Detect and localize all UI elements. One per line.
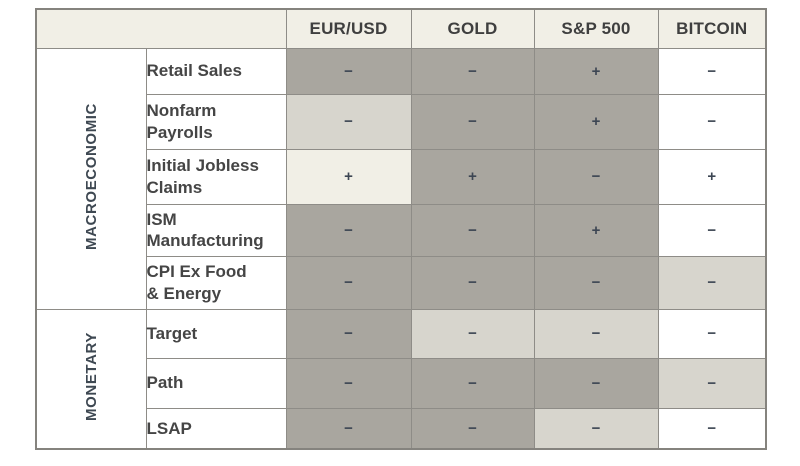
matrix-cell-sp500: − (533, 255, 659, 310)
matrix-cell-sp500: + (533, 203, 659, 257)
matrix-cell-eurusd: − (285, 203, 412, 257)
matrix-cell-sp500: − (533, 407, 659, 450)
group-label-text: MACROECONOMIC (82, 102, 100, 250)
matrix-cell-bitcoin: − (657, 357, 767, 409)
group-label-text: MONETARY (82, 331, 100, 421)
matrix-cell-bitcoin: − (657, 203, 767, 257)
matrix-cell-bitcoin: − (657, 407, 767, 450)
column-header-gold: GOLD (410, 8, 535, 49)
matrix-cell-sp500: + (533, 93, 659, 150)
matrix-cell-gold: + (410, 148, 535, 205)
matrix-cell-eurusd: − (285, 93, 412, 150)
matrix-cell-sp500: − (533, 148, 659, 205)
matrix-cell-eurusd: + (285, 148, 412, 205)
table-row-path: Path − − − − (36, 357, 767, 409)
table-row-retail-sales: MACROECONOMIC Retail Sales − − + − (35, 47, 767, 310)
matrix-cell-sp500: − (533, 308, 659, 359)
matrix-cell-sp500: − (533, 357, 659, 409)
matrix-cell-gold: − (410, 407, 535, 450)
row-label-target: Target (145, 308, 287, 359)
row-label-ism-manufacturing: ISM Manufacturing (145, 203, 287, 257)
matrix-cell-bitcoin: − (657, 47, 767, 95)
table-row-target: MONETARY Target − − − − (35, 308, 767, 450)
row-label-path: Path (145, 357, 287, 409)
table-row-lsap: LSAP − − − − (36, 407, 767, 450)
column-header-eurusd: EUR/USD (285, 8, 412, 49)
matrix-cell-eurusd: − (285, 407, 412, 450)
matrix-cell-gold: − (410, 308, 535, 359)
matrix-cell-bitcoin: + (657, 148, 767, 205)
group-label-monetary: MONETARY (35, 308, 147, 450)
table-row-nonfarm-payrolls: Nonfarm Payrolls − − + − (36, 93, 767, 150)
row-label-nonfarm-payrolls: Nonfarm Payrolls (145, 93, 287, 150)
matrix-cell-gold: − (410, 47, 535, 95)
matrix-cell-eurusd: − (285, 357, 412, 409)
row-label-cpi-ex-food-energy: CPI Ex Food & Energy (145, 255, 287, 310)
matrix-cell-bitcoin: − (657, 93, 767, 150)
row-label-initial-jobless-claims: Initial Jobless Claims (145, 148, 287, 205)
table-row-cpi-ex-food-energy: CPI Ex Food & Energy − − − − (36, 255, 767, 310)
table-row-ism-manufacturing: ISM Manufacturing − − + − (36, 203, 767, 257)
correlation-matrix-table: EUR/USD GOLD S&P 500 BITCOIN MACROECONOM… (35, 8, 767, 450)
table-row-initial-jobless-claims: Initial Jobless Claims + + − + (36, 148, 767, 205)
matrix-cell-eurusd: − (285, 255, 412, 310)
column-header-sp500: S&P 500 (533, 8, 659, 49)
matrix-cell-gold: − (410, 93, 535, 150)
matrix-cell-gold: − (410, 357, 535, 409)
row-label-lsap: LSAP (145, 407, 287, 450)
matrix-cell-eurusd: − (285, 47, 412, 95)
matrix-cell-sp500: + (533, 47, 659, 95)
group-label-macroeconomic: MACROECONOMIC (35, 47, 147, 310)
matrix-cell-bitcoin: − (657, 255, 767, 310)
header-row: EUR/USD GOLD S&P 500 BITCOIN (35, 8, 767, 49)
column-header-bitcoin: BITCOIN (657, 8, 767, 49)
matrix-cell-bitcoin: − (657, 308, 767, 359)
matrix-cell-gold: − (410, 255, 535, 310)
matrix-cell-gold: − (410, 203, 535, 257)
matrix-cell-eurusd: − (285, 308, 412, 359)
row-label-retail-sales: Retail Sales (145, 47, 287, 95)
corner-cell (35, 8, 287, 49)
